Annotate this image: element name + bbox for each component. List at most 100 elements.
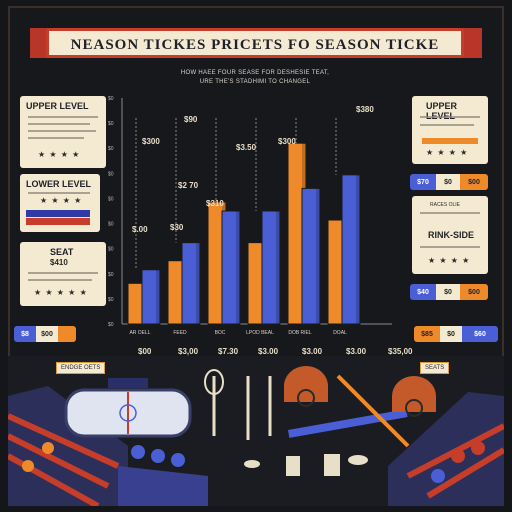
panel-title: RINK-SIDE — [428, 230, 475, 240]
text-line — [28, 116, 98, 118]
bar-shade — [276, 211, 280, 324]
star-rating: ★ ★ ★ ★ — [38, 150, 81, 159]
text-line — [28, 137, 84, 139]
value-label: $300 — [278, 137, 296, 146]
text-line — [420, 116, 480, 118]
bar — [341, 174, 361, 325]
text-line — [420, 212, 480, 214]
level-bar — [422, 138, 478, 144]
panel-title: UPPER LEVEL — [26, 101, 89, 111]
y-tick-label: $0 — [108, 272, 114, 278]
bar-shade — [156, 269, 160, 324]
page-title: NEASON TICKES PRICETS FO SEASON TICKE — [70, 37, 440, 53]
bar — [261, 210, 281, 325]
price-label: $35,00 — [388, 347, 413, 356]
text-line — [420, 124, 474, 126]
y-tick-label: $0 — [108, 146, 114, 152]
pill: $85 — [414, 326, 440, 342]
panel-title: LOWER LEVEL — [26, 179, 91, 189]
bar-shade — [316, 188, 320, 324]
value-label: $30 — [170, 223, 184, 232]
price-pills-bottom-right: $85 $0 $60 — [414, 326, 498, 342]
price-pills-right-1: $70 $0 $00 — [410, 174, 488, 190]
x-tick-label: BOC — [215, 330, 226, 336]
arena-label-left: ENDGE OETS — [56, 362, 106, 374]
price-label: $00 — [138, 347, 152, 356]
level-bar-red — [26, 218, 90, 225]
price-label: $3.00 — [258, 347, 279, 356]
price-label: $3,00 — [178, 347, 199, 356]
arena-illustration — [8, 356, 504, 506]
y-tick-label: $0 — [108, 196, 114, 202]
chart-y-ticks: $0 $0 $0 $0 $0 $0 $0 $0 $0 $0 — [108, 96, 114, 328]
value-label: $3.50 — [236, 143, 257, 152]
value-label: $2 70 — [178, 181, 199, 190]
pill: $60 — [462, 326, 498, 342]
price-pills-left: $8 $00 — [14, 326, 76, 342]
text-line — [28, 192, 90, 194]
bar — [221, 210, 241, 325]
pill: $40 — [410, 284, 436, 300]
bar — [301, 187, 321, 325]
pill-swatch — [58, 326, 76, 342]
subtitle-line-1: HOW HAEE FOUR SEASE FOR DESHESIE TEAT, — [180, 70, 330, 76]
subtitle-line-2: URE THE'S STADHIMI TO CHANGEL — [199, 79, 311, 85]
panel-seat-left: SEAT $410 ★ ★ ★ ★ ★ — [20, 242, 106, 306]
x-tick-label: DOAL — [333, 330, 347, 336]
chart-value-labels: $.00 $30 $2 70 $310 $3.50 $90 $300 $300 $380 — [132, 105, 374, 234]
panel-rink-side: RACES OLIE RINK-SIDE ★ ★ ★ ★ — [412, 196, 488, 274]
star-rating: ★ ★ ★ ★ — [428, 256, 471, 265]
pill: $0 — [440, 326, 462, 342]
pill: $0 — [436, 174, 460, 190]
panel-upper-level-left: UPPER LEVEL ★ ★ ★ ★ — [20, 96, 106, 168]
pill: $8 — [14, 326, 36, 342]
bar-shade — [236, 211, 240, 324]
panel-title: UPPER LEVEL — [426, 101, 458, 121]
text-line — [28, 130, 96, 132]
star-rating: ★ ★ ★ ★ — [40, 196, 83, 205]
y-tick-label: $0 — [108, 322, 114, 328]
text-line — [28, 123, 90, 125]
y-tick-label: $0 — [108, 222, 114, 228]
pill: $00 — [460, 284, 488, 300]
pill: $0 — [436, 284, 460, 300]
seat-price: $410 — [50, 258, 68, 267]
y-tick-label: $0 — [108, 247, 114, 253]
bar-chart: $0 $0 $0 $0 $0 $0 $0 $0 $0 $0 AR OELL FEED BOC LPOD … — [108, 96, 392, 336]
x-tick-label: DOB RIEL — [288, 330, 312, 336]
panel-title: SEAT — [50, 247, 74, 257]
text-line — [420, 246, 480, 248]
bar-shade — [356, 174, 360, 324]
x-tick-label: AR OELL — [129, 330, 150, 336]
panel-caption: RACES OLIE — [430, 202, 461, 208]
text-line — [28, 279, 92, 281]
y-tick-label: $0 — [108, 171, 114, 177]
value-label: $380 — [356, 105, 374, 114]
star-rating: ★ ★ ★ ★ ★ — [34, 288, 88, 297]
pill: $00 — [460, 174, 488, 190]
star-rating: ★ ★ ★ ★ — [426, 148, 469, 157]
x-tick-label: FEED — [173, 330, 187, 336]
value-label: $310 — [206, 199, 224, 208]
value-label: $300 — [142, 137, 160, 146]
panel-upper-level-right: UPPER LEVEL ★ ★ ★ ★ — [412, 96, 488, 164]
ribbon-left — [30, 28, 50, 58]
bar — [181, 242, 201, 325]
value-label: $90 — [184, 115, 198, 124]
y-tick-label: $0 — [108, 297, 114, 303]
price-label: $3.00 — [302, 347, 323, 356]
pill: $70 — [410, 174, 436, 190]
price-label: $3.00 — [346, 347, 367, 356]
chart-bars — [127, 118, 361, 325]
ribbon-right — [462, 28, 482, 58]
arena-label-right: SEATS — [420, 362, 450, 374]
y-tick-label: $0 — [108, 121, 114, 127]
pill: $00 — [36, 326, 58, 342]
y-tick-label: $0 — [108, 96, 114, 102]
title-banner: NEASON TICKES PRICETS FO SEASON TICKE — [46, 28, 464, 58]
x-tick-label: LPOD BEAL — [246, 330, 274, 336]
bar — [141, 269, 161, 325]
text-line — [28, 272, 98, 274]
bar-shade — [196, 242, 200, 324]
level-bar-blue — [26, 210, 90, 217]
